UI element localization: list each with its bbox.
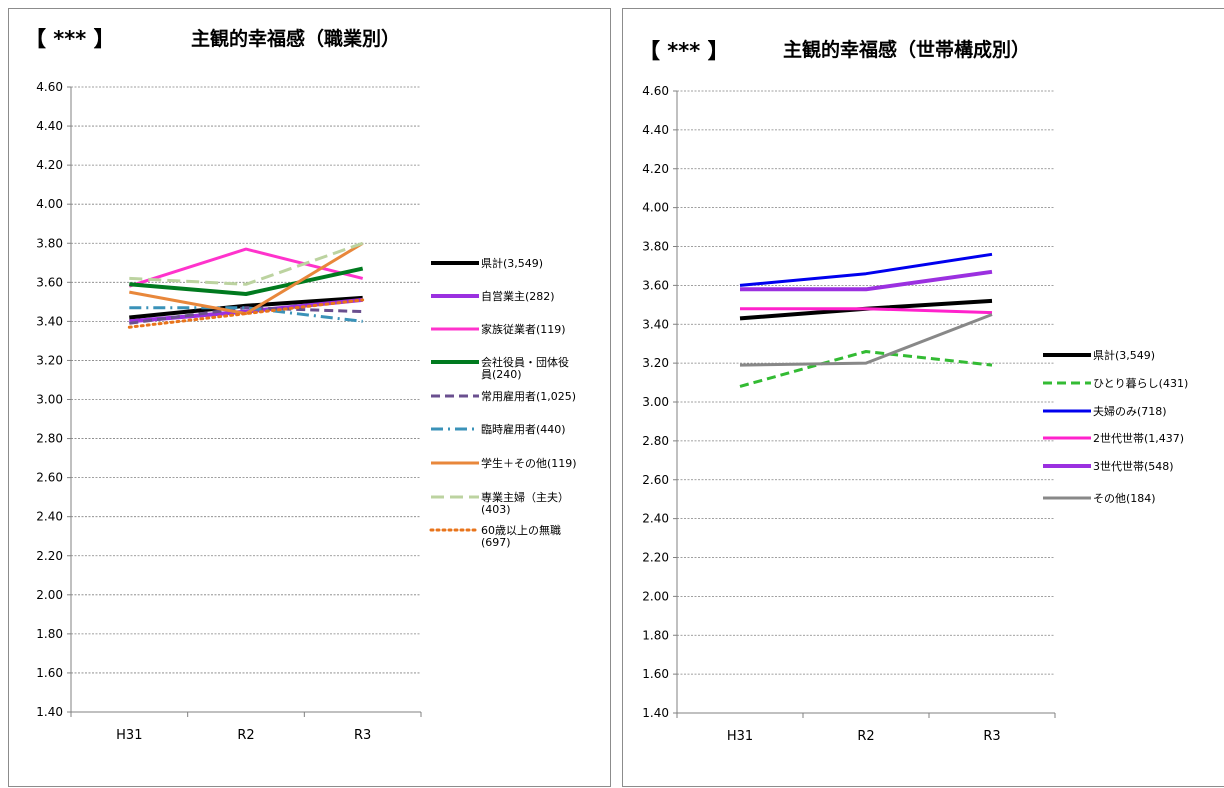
line-chart-occupation: 1.40 1.60 1.80 2.00 2.20 2.40 2.60 2.80 3.00 3.20…	[36, 80, 577, 743]
y-tick-label: 1.60	[36, 666, 63, 680]
y-tick-label: 2.80	[36, 432, 63, 446]
y-tick-label: 3.40	[36, 314, 63, 328]
chart-marker: 【 *** 】	[639, 39, 729, 63]
y-tick-label: 1.40	[642, 706, 669, 720]
chart-marker: 【 *** 】	[25, 27, 115, 51]
y-tick-label: 4.60	[642, 84, 669, 98]
series-line	[129, 297, 363, 324]
legend-label: 常用雇用者(1,025)	[481, 389, 576, 403]
legend-label: その他(184)	[1093, 492, 1156, 505]
y-tick-label: 2.00	[642, 589, 669, 603]
y-tick-label: 4.20	[36, 158, 63, 172]
legend-label: (697)	[481, 536, 511, 549]
legend-label: 夫婦のみ(718)	[1093, 404, 1167, 418]
y-tick-label: 3.00	[36, 393, 63, 407]
legend-label: 県計(3,549)	[481, 256, 543, 270]
legend-label: 県計(3,549)	[1093, 348, 1155, 362]
chart-title: 主観的幸福感（世帯構成別）	[783, 39, 1031, 61]
line-chart-household: 1.40 1.60 1.80 2.00 2.20 2.40 2.60 2.80 3.00 3.20…	[642, 84, 1188, 744]
legend-label: 2世代世帯(1,437)	[1093, 432, 1184, 445]
x-tick-label: R2	[237, 728, 254, 743]
y-tick-label: 3.80	[36, 236, 63, 250]
legend-label: 会社役員・団体役	[481, 355, 569, 369]
legend-label: 60歳以上の無職	[481, 523, 561, 537]
y-tick-label: 4.00	[642, 201, 669, 215]
y-tick-label: 3.20	[36, 353, 63, 367]
series-line	[740, 307, 993, 315]
y-tick-label: 3.20	[642, 356, 669, 370]
series-line	[129, 241, 364, 286]
legend-label: (403)	[481, 503, 511, 516]
y-tick-label: 3.80	[642, 240, 669, 254]
legend-label: 家族従業者(119)	[481, 322, 566, 336]
y-tick-label: 4.20	[642, 162, 669, 176]
x-tick-label: R3	[354, 728, 371, 743]
series-line	[129, 306, 363, 325]
y-tick-label: 2.40	[642, 512, 669, 526]
chart-panel-household: 【 *** 】 主観的幸福感（世帯構成別） 1.40 1.60 1.80 2.00 2.…	[622, 8, 1224, 787]
series-line	[129, 295, 363, 320]
series-line	[128, 247, 364, 288]
x-tick-label: R2	[857, 729, 874, 744]
y-tick-label: 2.40	[36, 510, 63, 524]
y-tick-label: 2.20	[36, 549, 63, 563]
y-tick-label: 2.80	[642, 434, 669, 448]
y-tick-label: 3.60	[36, 275, 63, 289]
y-tick-label: 2.20	[642, 551, 669, 565]
series-line	[129, 266, 364, 296]
y-tick-label: 3.60	[642, 278, 669, 292]
legend-label: 3世代世帯(548)	[1093, 460, 1174, 473]
y-tick-label: 2.00	[36, 588, 63, 602]
y-tick-label: 4.40	[36, 119, 63, 133]
y-tick-label: 4.40	[642, 123, 669, 137]
y-tick-label: 3.40	[642, 317, 669, 331]
legend-label: 専業主婦（主夫）	[481, 490, 569, 504]
x-tick-label: H31	[727, 729, 753, 744]
legend-label: 自営業主(282)	[481, 289, 555, 303]
series-line	[739, 350, 993, 388]
legend-label: 臨時雇用者(440)	[481, 422, 566, 436]
y-tick-label: 2.60	[642, 473, 669, 487]
legend-label: 員(240)	[481, 368, 522, 381]
chart-panel-occupation: 【 *** 】 主観的幸福感（職業別） 1.40 1.60 1.80 2.00 2.20…	[8, 8, 611, 787]
y-tick-label: 3.00	[642, 395, 669, 409]
x-tick-label: R3	[983, 729, 1000, 744]
chart-title: 主観的幸福感（職業別）	[191, 28, 401, 50]
y-tick-label: 1.60	[642, 667, 669, 681]
x-tick-label: H31	[116, 728, 142, 743]
legend-label: ひとり暮らし(431)	[1093, 376, 1188, 390]
legend-label: 学生＋その他(119)	[481, 456, 577, 470]
series-line	[129, 306, 363, 323]
y-tick-label: 1.80	[642, 628, 669, 642]
y-tick-label: 2.60	[36, 471, 63, 485]
series-line	[739, 313, 993, 367]
series-line	[127, 298, 365, 329]
y-tick-label: 1.80	[36, 627, 63, 641]
series-line	[740, 269, 993, 292]
y-tick-label: 4.60	[36, 80, 63, 94]
series-line	[739, 252, 993, 287]
y-tick-label: 1.40	[36, 705, 63, 719]
y-tick-label: 4.00	[36, 197, 63, 211]
